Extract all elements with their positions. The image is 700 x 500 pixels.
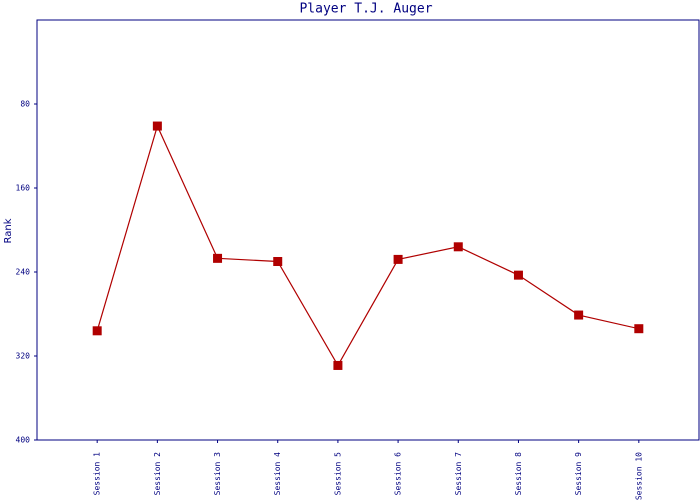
point-marker — [213, 253, 223, 263]
x-tick-label: Session 1 — [93, 452, 102, 496]
x-tick-label: Session 2 — [153, 452, 162, 496]
point-marker — [273, 257, 283, 266]
x-tick-label: Session 10 — [634, 452, 643, 500]
chart-title: Player T.J. Auger — [299, 2, 432, 17]
point-marker — [92, 326, 102, 336]
point-marker — [634, 324, 644, 334]
y-tick-label: 240 — [16, 268, 31, 277]
point-marker — [453, 242, 463, 252]
x-tick-label: Session 7 — [454, 452, 463, 496]
point-marker — [513, 270, 523, 280]
point-marker — [152, 121, 162, 131]
y-axis-label: Rank — [3, 218, 14, 243]
x-tick-label: Session 8 — [514, 452, 523, 496]
series-line — [96, 124, 639, 367]
y-tick-label: 320 — [16, 352, 31, 361]
x-tick-label: Session 9 — [574, 452, 583, 496]
point-marker — [393, 254, 403, 264]
y-tick-label: 160 — [16, 184, 31, 193]
x-tick-label: Session 5 — [333, 452, 342, 496]
point-marker — [333, 360, 343, 370]
y-tick-label: 80 — [20, 100, 30, 109]
plot-frame — [36, 19, 700, 441]
x-tick-label: Session 4 — [273, 452, 282, 496]
y-tick-label: 400 — [16, 436, 31, 445]
x-tick-label: Session 3 — [213, 452, 222, 496]
point-marker — [574, 310, 584, 320]
x-tick-label: Session 6 — [394, 452, 403, 496]
